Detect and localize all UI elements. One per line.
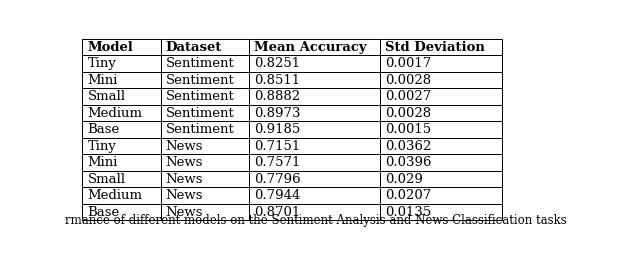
- Text: rmance of different models on the Sentiment Analysis and News Classification tas: rmance of different models on the Sentim…: [65, 214, 567, 227]
- Text: Mean Accuracy: Mean Accuracy: [254, 41, 367, 54]
- Bar: [380, 154, 502, 171]
- Text: Dataset: Dataset: [166, 41, 222, 54]
- Bar: [83, 187, 161, 204]
- Bar: [380, 88, 502, 105]
- Bar: [161, 55, 249, 72]
- Text: Base: Base: [88, 206, 120, 219]
- Text: 0.0135: 0.0135: [385, 206, 431, 219]
- Bar: [83, 105, 161, 121]
- Bar: [249, 39, 380, 55]
- Text: 0.029: 0.029: [385, 173, 423, 186]
- Text: Medium: Medium: [88, 189, 143, 202]
- Text: Sentiment: Sentiment: [166, 107, 234, 120]
- Bar: [83, 55, 161, 72]
- Bar: [380, 204, 502, 220]
- Bar: [161, 88, 249, 105]
- Text: News: News: [166, 206, 204, 219]
- Text: Mini: Mini: [88, 74, 118, 87]
- Text: 0.0027: 0.0027: [385, 90, 431, 103]
- Bar: [249, 204, 380, 220]
- Bar: [249, 121, 380, 138]
- Text: 0.9185: 0.9185: [254, 123, 300, 136]
- Text: Mini: Mini: [88, 156, 118, 169]
- Text: Tiny: Tiny: [88, 57, 116, 70]
- Bar: [83, 39, 161, 55]
- Bar: [249, 105, 380, 121]
- Text: News: News: [166, 156, 204, 169]
- Bar: [380, 105, 502, 121]
- Text: 0.0362: 0.0362: [385, 140, 432, 152]
- Text: Std Deviation: Std Deviation: [385, 41, 485, 54]
- Text: 0.8882: 0.8882: [254, 90, 300, 103]
- Text: News: News: [166, 189, 204, 202]
- Text: Sentiment: Sentiment: [166, 90, 234, 103]
- Bar: [249, 55, 380, 72]
- Bar: [249, 72, 380, 88]
- Text: Small: Small: [88, 90, 125, 103]
- Text: Small: Small: [88, 173, 125, 186]
- Bar: [380, 121, 502, 138]
- Text: Base: Base: [88, 123, 120, 136]
- Bar: [161, 187, 249, 204]
- Text: Medium: Medium: [88, 107, 143, 120]
- Text: 0.0015: 0.0015: [385, 123, 431, 136]
- Text: 0.7796: 0.7796: [254, 173, 301, 186]
- Text: 0.0028: 0.0028: [385, 107, 431, 120]
- Text: Sentiment: Sentiment: [166, 123, 234, 136]
- Bar: [83, 171, 161, 187]
- Text: 0.7944: 0.7944: [254, 189, 300, 202]
- Bar: [380, 187, 502, 204]
- Bar: [161, 204, 249, 220]
- Bar: [83, 72, 161, 88]
- Bar: [83, 88, 161, 105]
- Bar: [380, 55, 502, 72]
- Text: News: News: [166, 140, 204, 152]
- Bar: [83, 138, 161, 154]
- Bar: [380, 72, 502, 88]
- Text: Sentiment: Sentiment: [166, 74, 234, 87]
- Bar: [249, 88, 380, 105]
- Text: 0.0017: 0.0017: [385, 57, 431, 70]
- Bar: [83, 154, 161, 171]
- Bar: [161, 72, 249, 88]
- Text: 0.8251: 0.8251: [254, 57, 300, 70]
- Text: Tiny: Tiny: [88, 140, 116, 152]
- Text: 0.0207: 0.0207: [385, 189, 431, 202]
- Text: 0.8511: 0.8511: [254, 74, 300, 87]
- Text: Sentiment: Sentiment: [166, 57, 234, 70]
- Bar: [161, 39, 249, 55]
- Text: News: News: [166, 173, 204, 186]
- Text: 0.7571: 0.7571: [254, 156, 300, 169]
- Bar: [83, 121, 161, 138]
- Bar: [380, 171, 502, 187]
- Bar: [249, 187, 380, 204]
- Text: 0.7151: 0.7151: [254, 140, 300, 152]
- Bar: [249, 154, 380, 171]
- Text: 0.8701: 0.8701: [254, 206, 300, 219]
- Bar: [249, 171, 380, 187]
- Bar: [161, 138, 249, 154]
- Bar: [161, 154, 249, 171]
- Bar: [380, 39, 502, 55]
- Bar: [83, 204, 161, 220]
- Bar: [249, 138, 380, 154]
- Bar: [161, 171, 249, 187]
- Text: 0.0396: 0.0396: [385, 156, 432, 169]
- Bar: [380, 138, 502, 154]
- Bar: [161, 105, 249, 121]
- Bar: [161, 121, 249, 138]
- Text: Model: Model: [88, 41, 133, 54]
- Text: 0.0028: 0.0028: [385, 74, 431, 87]
- Text: 0.8973: 0.8973: [254, 107, 301, 120]
